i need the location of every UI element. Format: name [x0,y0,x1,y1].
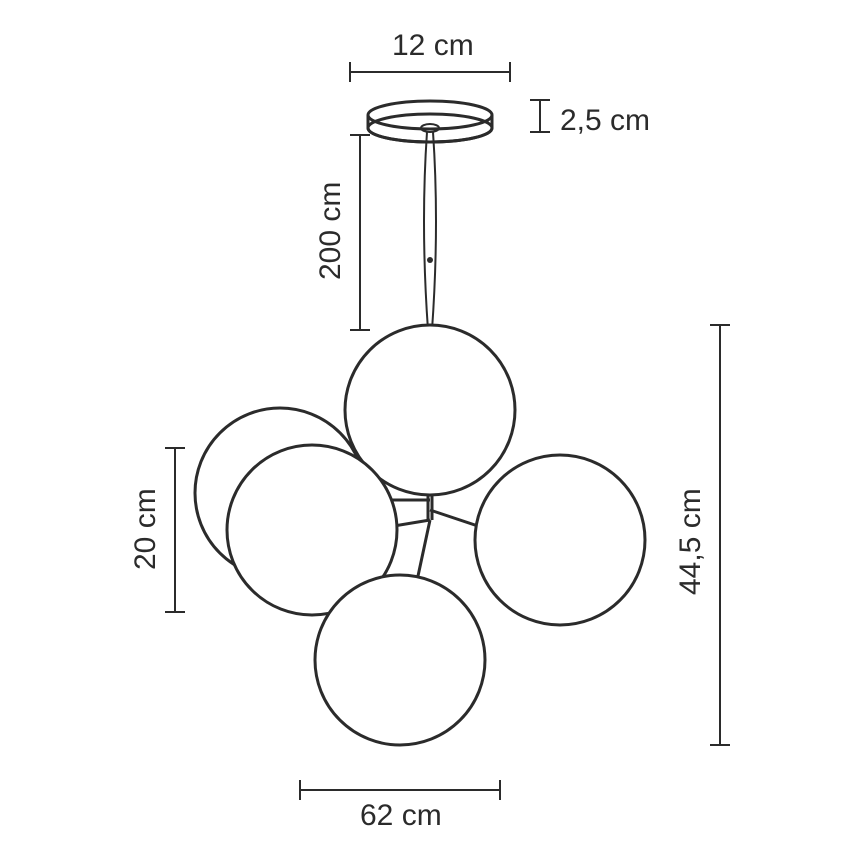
chandelier-technical-drawing: 12 cm 2,5 cm 200 cm 20 cm 44,5 cm 62 cm [0,0,868,868]
globes [195,325,645,745]
dim-canopy-width-label: 12 cm [392,29,474,62]
dim-cord-length: 200 cm [314,135,370,330]
dim-fixture-height: 44,5 cm [674,325,730,745]
globe-bottom [315,575,485,745]
dim-canopy-height-label: 2,5 cm [560,104,650,137]
dim-fixture-width-label: 62 cm [360,799,442,832]
dim-canopy-width: 12 cm [350,29,510,82]
dim-globe-diameter-label: 20 cm [129,488,162,570]
dim-fixture-width: 62 cm [300,780,500,832]
dim-canopy-height: 2,5 cm [530,100,650,137]
dim-cord-length-label: 200 cm [314,182,347,280]
canopy [368,101,492,142]
dim-fixture-height-label: 44,5 cm [674,488,707,595]
dim-globe-diameter: 20 cm [129,448,185,612]
globe-right [475,455,645,625]
